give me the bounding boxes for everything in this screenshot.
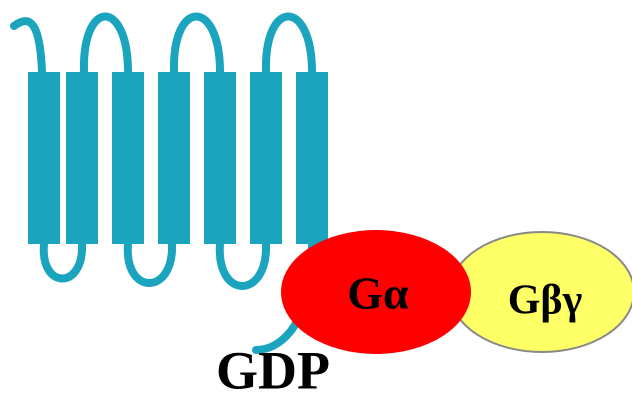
intracellular-loop (215, 240, 271, 290)
extracellular-loop (79, 12, 132, 76)
g-alpha-label: Gα (347, 268, 409, 319)
extracellular-loop (169, 12, 224, 76)
n-terminus (10, 17, 46, 76)
intracellular-loop (123, 240, 177, 287)
gdp-label: GDP (216, 340, 330, 400)
g-alpha-shape (281, 230, 471, 354)
helix (112, 72, 144, 244)
helix (66, 72, 98, 244)
helix (250, 72, 282, 244)
helix (28, 72, 60, 244)
helix (204, 72, 236, 244)
intracellular-loop (39, 240, 87, 283)
g-beta-gamma-label: Gβγ (508, 278, 583, 324)
helix (158, 72, 190, 244)
receptor-loops (10, 12, 316, 354)
helix (296, 72, 328, 244)
extracellular-loop (261, 12, 316, 76)
helices (28, 72, 328, 244)
